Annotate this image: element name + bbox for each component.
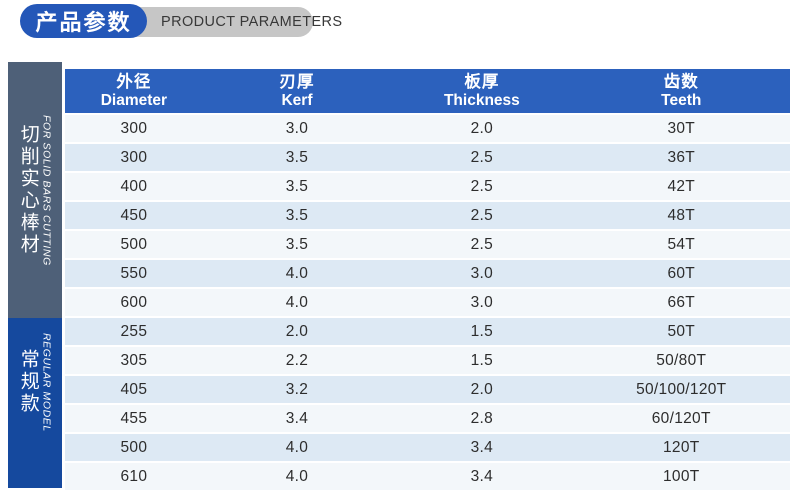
cell-thickness: 3.0 bbox=[470, 264, 494, 282]
cell-thickness: 3.4 bbox=[470, 467, 494, 485]
cell-diameter: 405 bbox=[120, 380, 148, 398]
column-header-diameter: 外径 Diameter bbox=[100, 72, 168, 109]
table-row: 500 3.5 2.5 54T bbox=[65, 231, 790, 258]
table-row: 405 3.2 2.0 50/100/120T bbox=[65, 376, 790, 403]
group-sidebar: 切削实心棒材 FOR SOLID BARS CUTTING 常规款 REGULA… bbox=[8, 62, 62, 488]
cell-kerf: 3.2 bbox=[285, 380, 309, 398]
cell-kerf: 4.0 bbox=[285, 293, 309, 311]
cell-teeth: 50T bbox=[667, 322, 696, 340]
column-header-kerf: 刃厚 Kerf bbox=[279, 72, 315, 109]
group-regular-en: REGULAR MODEL bbox=[40, 332, 53, 432]
table-row: 455 3.4 2.8 60/120T bbox=[65, 405, 790, 432]
cell-kerf: 3.5 bbox=[285, 206, 309, 224]
cell-diameter: 455 bbox=[120, 409, 148, 427]
group-label-regular-model: 常规款 REGULAR MODEL bbox=[8, 318, 62, 488]
table-row: 450 3.5 2.5 48T bbox=[65, 202, 790, 229]
cell-teeth: 42T bbox=[667, 177, 696, 195]
cell-thickness: 1.5 bbox=[470, 351, 494, 369]
cell-diameter: 305 bbox=[120, 351, 148, 369]
table-row: 255 2.0 1.5 50T bbox=[65, 318, 790, 345]
table-row: 550 4.0 3.0 60T bbox=[65, 260, 790, 287]
cell-diameter: 300 bbox=[120, 148, 148, 166]
cell-diameter: 255 bbox=[120, 322, 148, 340]
table-row: 600 4.0 3.0 66T bbox=[65, 289, 790, 316]
cell-thickness: 2.5 bbox=[470, 148, 494, 166]
cell-kerf: 2.0 bbox=[285, 322, 309, 340]
cell-kerf: 3.5 bbox=[285, 177, 309, 195]
cell-teeth: 50/80T bbox=[656, 351, 707, 369]
cell-thickness: 2.5 bbox=[470, 177, 494, 195]
cell-diameter: 550 bbox=[120, 264, 148, 282]
title-zh: 产品参数 bbox=[35, 10, 132, 35]
cell-diameter: 600 bbox=[120, 293, 148, 311]
title-en: PRODUCT PARAMETERS bbox=[161, 14, 343, 30]
cell-diameter: 400 bbox=[120, 177, 148, 195]
group-regular-zh: 常规款 bbox=[17, 349, 39, 415]
cell-teeth: 30T bbox=[667, 119, 696, 137]
group-solid-bars-zh: 切削实心棒材 bbox=[17, 124, 39, 256]
cell-kerf: 3.4 bbox=[285, 409, 309, 427]
table-row: 500 4.0 3.4 120T bbox=[65, 434, 790, 461]
table-row: 305 2.2 1.5 50/80T bbox=[65, 347, 790, 374]
cell-diameter: 500 bbox=[120, 438, 148, 456]
cell-kerf: 4.0 bbox=[285, 264, 309, 282]
cell-thickness: 2.0 bbox=[470, 380, 494, 398]
table-row: 400 3.5 2.5 42T bbox=[65, 173, 790, 200]
table-row: 300 3.0 2.0 30T bbox=[65, 115, 790, 142]
cell-teeth: 50/100/120T bbox=[636, 380, 727, 398]
cell-diameter: 500 bbox=[120, 235, 148, 253]
table-row: 300 3.5 2.5 36T bbox=[65, 144, 790, 171]
cell-thickness: 2.8 bbox=[470, 409, 494, 427]
cell-diameter: 300 bbox=[120, 119, 148, 137]
cell-kerf: 4.0 bbox=[285, 467, 309, 485]
title-banner: PRODUCT PARAMETERS 产品参数 bbox=[0, 0, 800, 48]
cell-kerf: 3.5 bbox=[285, 235, 309, 253]
cell-thickness: 2.0 bbox=[470, 119, 494, 137]
group-label-solid-bars: 切削实心棒材 FOR SOLID BARS CUTTING bbox=[8, 62, 62, 318]
cell-teeth: 60T bbox=[667, 264, 696, 282]
parameters-table: 外径 Diameter 刃厚 Kerf 板厚 Thickness 齿数 Teet… bbox=[65, 69, 790, 492]
column-header-teeth: 齿数 Teeth bbox=[661, 72, 702, 109]
cell-teeth: 48T bbox=[667, 206, 696, 224]
cell-teeth: 60/120T bbox=[651, 409, 711, 427]
table-body: 300 3.0 2.0 30T 300 3.5 2.5 36T 400 3.5 … bbox=[65, 115, 790, 490]
cell-teeth: 66T bbox=[667, 293, 696, 311]
cell-kerf: 2.2 bbox=[285, 351, 309, 369]
cell-kerf: 4.0 bbox=[285, 438, 309, 456]
cell-thickness: 2.5 bbox=[470, 206, 494, 224]
table-row: 610 4.0 3.4 100T bbox=[65, 463, 790, 490]
cell-diameter: 450 bbox=[120, 206, 148, 224]
cell-diameter: 610 bbox=[120, 467, 148, 485]
cell-teeth: 100T bbox=[662, 467, 700, 485]
cell-thickness: 3.4 bbox=[470, 438, 494, 456]
cell-thickness: 2.5 bbox=[470, 235, 494, 253]
cell-kerf: 3.0 bbox=[285, 119, 309, 137]
column-header-thickness: 板厚 Thickness bbox=[443, 72, 520, 109]
title-main-pill: 产品参数 bbox=[20, 4, 147, 38]
cell-teeth: 54T bbox=[667, 235, 696, 253]
cell-kerf: 3.5 bbox=[285, 148, 309, 166]
cell-thickness: 1.5 bbox=[470, 322, 494, 340]
cell-teeth: 120T bbox=[662, 438, 700, 456]
cell-teeth: 36T bbox=[667, 148, 696, 166]
cell-thickness: 3.0 bbox=[470, 293, 494, 311]
group-solid-bars-en: FOR SOLID BARS CUTTING bbox=[40, 114, 53, 266]
table-header-row: 外径 Diameter 刃厚 Kerf 板厚 Thickness 齿数 Teet… bbox=[65, 69, 790, 113]
